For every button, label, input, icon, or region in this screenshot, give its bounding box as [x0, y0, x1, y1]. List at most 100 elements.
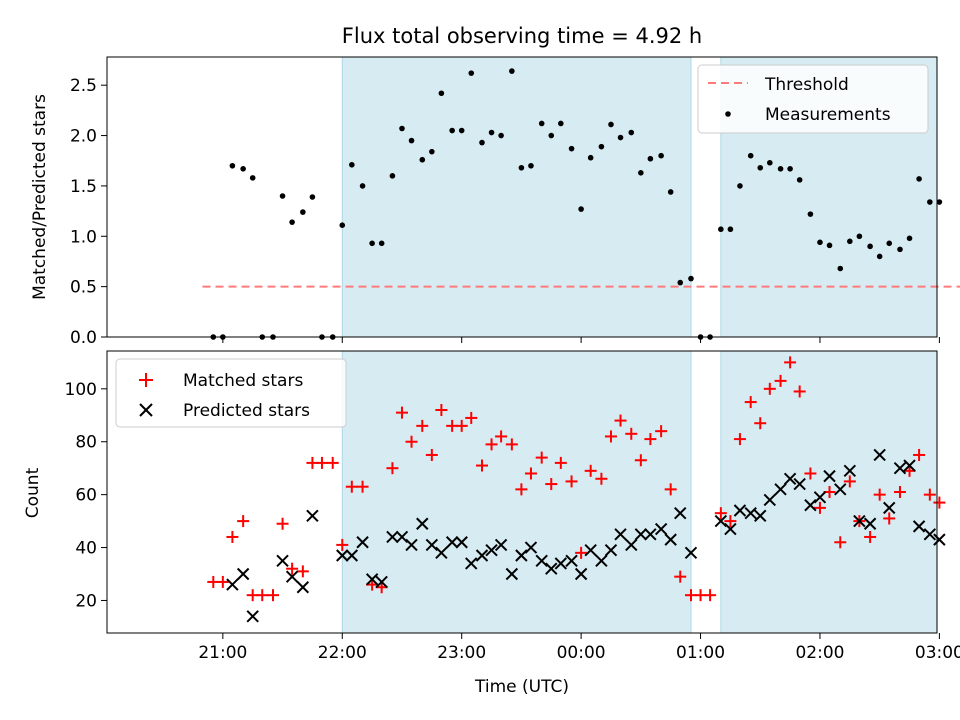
predicted-star-point: [236, 567, 250, 581]
measurement-point: [438, 90, 445, 97]
measurement-point: [528, 162, 534, 169]
matched-star-point: [634, 454, 647, 467]
cross-b: [783, 472, 797, 485]
matched-star-point: [405, 435, 418, 448]
matched-star-point: [416, 419, 429, 432]
predicted-star-point: [783, 472, 797, 485]
matched-star-point: [545, 478, 558, 491]
matched-star-point: [226, 530, 239, 543]
bottom-x-axis: 21:00 22:00 23:00 00:00 01:00 02:00 03:00: [198, 633, 960, 663]
cross-b: [834, 483, 847, 496]
bottom-y-axis: 20 40 60 80 100: [65, 380, 107, 611]
cross-b: [306, 509, 319, 523]
predicted-star-point: [903, 459, 916, 472]
matched-star-point: [455, 419, 468, 432]
predicted-star-point: [356, 536, 369, 549]
measurement-point: [638, 170, 644, 176]
predicted-star-point: [834, 483, 847, 496]
cross-b: [903, 459, 916, 472]
predicted-star-point: [813, 491, 827, 504]
cross-b: [425, 538, 439, 552]
predicted-star-point: [246, 610, 259, 623]
predicted-star-point: [375, 575, 388, 589]
measurement-point: [518, 164, 525, 171]
cross-b: [664, 533, 677, 546]
predicted-star-point: [684, 546, 698, 560]
predicted-star-point: [445, 536, 459, 549]
measurement-point: [458, 127, 465, 134]
measurement-point: [349, 161, 355, 168]
matched-star-point: [733, 433, 746, 446]
matched-star-point: [565, 475, 578, 488]
predicted-star-point: [625, 538, 638, 552]
cross-b: [873, 448, 886, 462]
predicted-star-point: [714, 514, 728, 528]
x-axis-label: Time (UTC): [474, 677, 569, 697]
cross-b: [365, 573, 379, 586]
matched-star-point: [336, 538, 349, 551]
measurement-point: [747, 152, 754, 159]
measurement-point: [777, 165, 784, 172]
measurement-point: [309, 194, 316, 200]
matched-star-point: [714, 507, 727, 520]
matched-star-point: [804, 467, 817, 480]
matched-star-point: [744, 396, 757, 409]
predicted-star-point: [386, 530, 399, 544]
predicted-star-point: [554, 557, 568, 570]
cross-b: [813, 491, 827, 504]
cross-b: [485, 543, 498, 557]
cross-b: [614, 528, 627, 541]
predicted-star-point: [674, 506, 687, 520]
top-y-axis-label: Matched/Predicted stars: [30, 94, 50, 300]
cross-b: [416, 517, 429, 530]
x-tick-label: 21:00: [198, 643, 247, 663]
cross-b: [853, 514, 866, 528]
measurement-point: [399, 125, 405, 132]
matched-star-point: [515, 483, 528, 496]
cross-b: [505, 567, 519, 581]
measurement-point: [289, 219, 295, 225]
matched-star-point: [763, 382, 776, 395]
cross-b: [465, 557, 478, 570]
matched-star-point: [435, 403, 448, 416]
measurement-point: [378, 240, 385, 247]
cross-b: [654, 522, 668, 536]
predicted-star-point: [345, 549, 359, 562]
measurement-point: [807, 211, 814, 217]
measurement-point: [826, 242, 833, 249]
predicted-star-point: [933, 533, 946, 546]
cross-b: [763, 493, 777, 507]
predicted-star-point: [595, 554, 608, 567]
measurement-point: [906, 235, 913, 242]
matched-star-point: [267, 589, 279, 602]
cross-b: [226, 578, 239, 591]
predicted-star-point: [793, 477, 806, 491]
matched-star-point: [584, 464, 597, 477]
cross-b: [823, 469, 836, 483]
measurement-point: [578, 206, 584, 212]
cross-b: [345, 549, 359, 562]
measurement-point: [847, 238, 853, 245]
matched-star-point: [923, 488, 936, 501]
cross-b: [625, 538, 638, 552]
predicted-star-point: [276, 554, 289, 567]
predicted-star-point: [475, 549, 489, 562]
bottom-panel: 20 40 60 80 100 21:00 22:00 23:00 00:00 01:00 02:…: [23, 350, 960, 697]
cross-b: [634, 528, 648, 541]
x-tick-label: 02:00: [795, 643, 844, 663]
measurement-point: [757, 164, 764, 171]
matched-star-point: [216, 575, 229, 588]
predicted-star-point: [226, 578, 239, 591]
cross-b: [584, 543, 597, 557]
matched-star-point: [425, 448, 438, 461]
measurement-point: [498, 132, 504, 139]
measurement-point: [568, 145, 575, 152]
legend-predicted-swatch: [139, 403, 153, 417]
matched-star-point: [933, 496, 946, 509]
measurement-point: [548, 132, 555, 139]
cross-b: [455, 536, 468, 549]
matched-star-point: [813, 501, 826, 514]
cross-b: [236, 567, 250, 581]
matched-star-point: [664, 483, 677, 496]
